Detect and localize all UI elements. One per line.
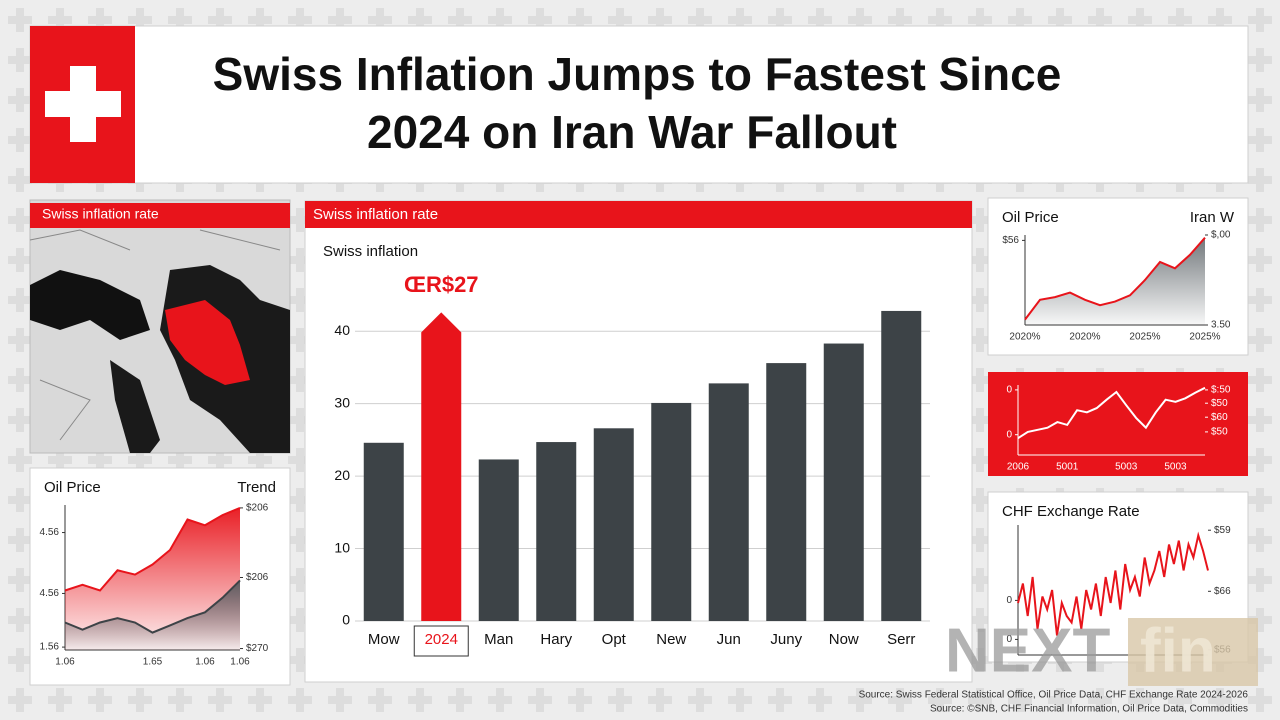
line [64,579,241,634]
bar [478,459,519,621]
x-tick-label: 5001 [1056,462,1079,473]
y-tick-label: 4.56 [40,527,60,538]
line [1017,531,1209,636]
map-header [30,203,290,228]
y-tick-label: 1.56 [40,642,60,653]
bar [421,312,462,621]
x-tick-label: 2024 [425,631,458,648]
bar [766,363,807,621]
bar [651,402,692,621]
y-tick-label: 3.50 [1211,320,1231,331]
panel [988,372,1248,476]
y-tick-label: 0 [1006,385,1012,396]
x-tick-label: Juny [770,631,802,648]
bar [881,310,922,621]
x-tick-label: 5003 [1164,462,1187,473]
y-tick-label: $50 [1211,427,1228,438]
y-tick-label: $60 [1211,412,1228,423]
header-panel [29,25,1249,184]
y-tick-label: $59 [1214,525,1231,536]
y-tick-label: 0 [342,612,350,628]
chart-title: Swiss inflation [323,243,418,260]
bar [593,428,634,621]
y-tick-label: 4.56 [40,588,60,599]
panel-subtitle: Iran W [1190,209,1235,226]
area-fill [1025,237,1205,325]
y-tick-label: $270 [246,643,269,654]
y-tick-label: $206 [246,572,269,583]
x-tick-label: 1.06 [230,657,250,668]
y-tick-label: $,00 [1211,230,1231,241]
y-tick-label: 20 [334,467,350,483]
x-tick-label: Serr [887,631,915,648]
y-tick-label: 0 [1006,595,1012,606]
y-tick-label: 30 [334,394,350,410]
panel-subtitle: Trend [237,479,276,496]
watermark: fin [1140,616,1216,685]
x-tick-label: 2020% [1069,332,1100,343]
map-land [30,270,150,340]
x-tick-label: 2020% [1009,332,1040,343]
title: 2024 on Iran War Fallout [367,106,897,158]
panel-title: CHF Exchange Rate [1002,503,1140,520]
line [64,506,241,592]
x-tick-label: 2025% [1129,332,1160,343]
watermark-box [1128,618,1258,686]
main-header [305,201,972,228]
source: Source: ©SNB, CHF Financial Information,… [930,704,1248,715]
bar [708,383,749,621]
watermark: NEXT [945,616,1110,685]
category-highlight [413,625,469,657]
y-tick-label: 0 [1006,429,1012,440]
y-tick-label: 0 [1006,634,1012,645]
source: Source: Swiss Federal Statistical Office… [859,690,1249,701]
y-tick-label: $56 [1002,235,1019,246]
map-land [110,360,160,453]
x-tick-label: New [656,631,686,648]
y-tick-label: $50 [1211,398,1228,409]
y-tick-label: $:50 [1211,385,1231,396]
panel-title: Oil Price [1002,209,1059,226]
x-tick-label: Man [484,631,513,648]
area-fill [65,580,240,650]
map-border [29,229,281,441]
y-tick-label: $66 [1214,586,1231,597]
bar [536,442,577,621]
panel-title: Swiss inflation rate [313,206,438,223]
x-tick-label: 1.06 [195,657,215,668]
y-tick-label: $206 [246,503,269,514]
x-tick-label: 1.65 [143,657,163,668]
x-tick-label: Opt [602,631,627,648]
x-tick-label: Now [829,631,859,648]
line [1024,237,1206,321]
x-tick-label: Hary [540,631,572,648]
annotation: ŒR$27 [404,272,479,297]
x-tick-label: 1.06 [55,657,75,668]
bar [363,442,404,621]
panel-title: Oil Price [44,479,101,496]
title: Swiss Inflation Jumps to Fastest Since [213,48,1062,100]
map-highlight [165,300,250,385]
line [1017,386,1206,440]
map-title: Swiss inflation rate [42,206,159,222]
bar [823,343,864,621]
x-tick-label: Mow [368,631,400,648]
y-tick-label: 40 [334,322,350,338]
x-tick-label: 5003 [1115,462,1138,473]
x-tick-label: 2006 [1007,462,1030,473]
x-tick-label: 2025% [1189,332,1220,343]
y-tick-label: 10 [334,539,350,555]
x-tick-label: Jun [717,631,741,648]
flag-cross [45,91,121,117]
